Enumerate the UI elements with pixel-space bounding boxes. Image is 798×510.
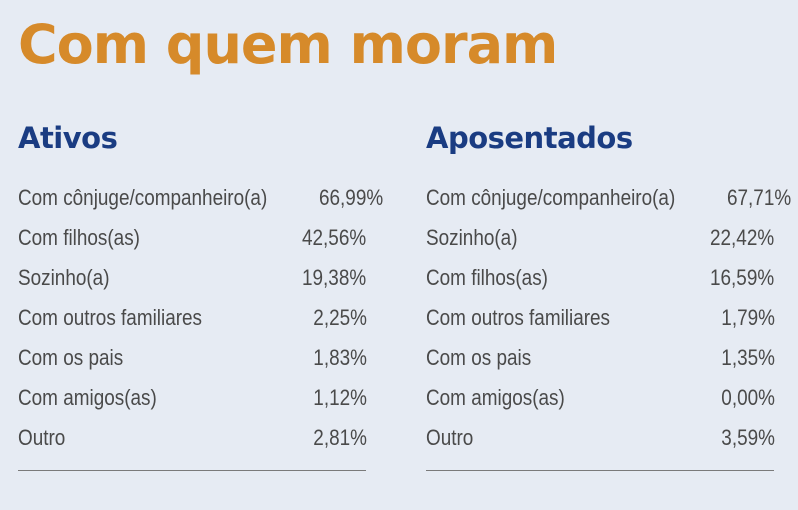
item-value: 42,56% (302, 225, 367, 250)
item-label: Com outros familiares (426, 305, 610, 330)
item-label: Com cônjuge/companheiro(a) (18, 185, 268, 210)
item-value: 1,83% (312, 345, 367, 370)
list-item: Com outros familiares 2,25% (18, 298, 370, 338)
list-item: Com os pais 1,35% (426, 338, 778, 378)
aposentados-section: Aposentados Com cônjuge/companheiro(a) 6… (426, 116, 791, 471)
list-item: Outro 2,81% (18, 418, 370, 458)
item-label: Com outros familiares (18, 305, 202, 330)
page-title: Com quem moram (18, 13, 558, 76)
item-label: Com filhos(as) (426, 265, 548, 290)
ativos-heading: Ativos (18, 121, 118, 155)
aposentados-list: Com cônjuge/companheiro(a) 67,71% Sozinh… (426, 178, 791, 458)
item-label: Com os pais (18, 345, 124, 370)
item-value: 1,35% (720, 345, 775, 370)
ativos-list: Com cônjuge/companheiro(a) 66,99% Com fi… (18, 178, 383, 458)
item-label: Sozinho(a) (18, 265, 110, 290)
ativos-section: Ativos Com cônjuge/companheiro(a) 66,99%… (18, 116, 383, 471)
list-item: Com amigos(as) 1,12% (18, 378, 370, 418)
list-item: Com amigos(as) 0,00% (426, 378, 778, 418)
item-label: Com os pais (426, 345, 532, 370)
item-value: 3,59% (720, 425, 775, 450)
divider (18, 470, 366, 471)
item-value: 0,00% (720, 385, 775, 410)
item-label: Com amigos(as) (426, 385, 565, 410)
list-item: Com cônjuge/companheiro(a) 66,99% (18, 178, 383, 218)
list-item: Com os pais 1,83% (18, 338, 370, 378)
item-label: Outro (426, 425, 474, 450)
item-label: Com amigos(as) (18, 385, 157, 410)
list-item: Com filhos(as) 42,56% (18, 218, 370, 258)
item-label: Com cônjuge/companheiro(a) (426, 185, 676, 210)
item-value: 66,99% (318, 185, 384, 210)
item-value: 2,25% (312, 305, 367, 330)
item-label: Sozinho(a) (426, 225, 518, 250)
list-item: Outro 3,59% (426, 418, 778, 458)
aposentados-heading: Aposentados (426, 121, 633, 155)
item-value: 1,12% (312, 385, 367, 410)
divider (426, 470, 774, 471)
item-value: 67,71% (726, 185, 792, 210)
item-value: 1,79% (720, 305, 775, 330)
list-item: Sozinho(a) 19,38% (18, 258, 370, 298)
list-item: Com filhos(as) 16,59% (426, 258, 778, 298)
list-item: Com outros familiares 1,79% (426, 298, 778, 338)
item-value: 16,59% (710, 265, 775, 290)
item-label: Outro (18, 425, 66, 450)
item-value: 2,81% (312, 425, 367, 450)
item-label: Com filhos(as) (18, 225, 140, 250)
list-item: Sozinho(a) 22,42% (426, 218, 778, 258)
item-value: 22,42% (710, 225, 775, 250)
item-value: 19,38% (302, 265, 367, 290)
list-item: Com cônjuge/companheiro(a) 67,71% (426, 178, 791, 218)
